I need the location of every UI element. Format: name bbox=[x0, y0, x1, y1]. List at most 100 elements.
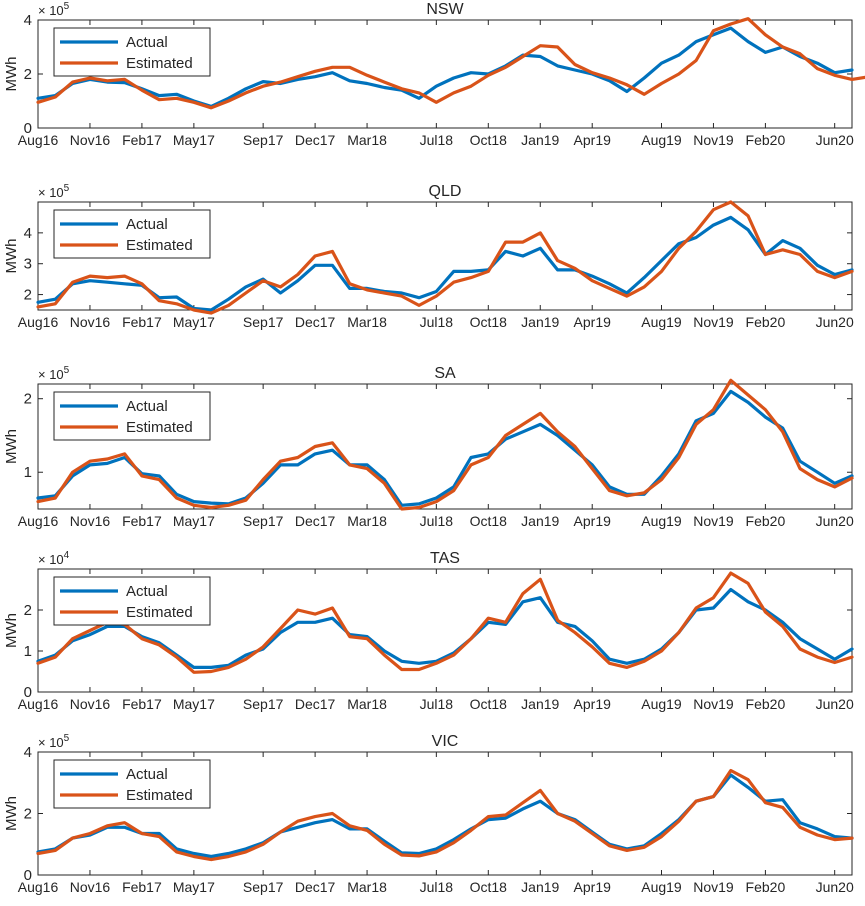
y-axis-label: MWh bbox=[3, 57, 20, 92]
series-line-estimated bbox=[36, 200, 854, 315]
x-tick-label: Jul18 bbox=[420, 696, 454, 712]
x-tick-label: Feb17 bbox=[122, 314, 162, 330]
x-tick-label: Oct18 bbox=[470, 132, 508, 148]
y-tick-label: 0 bbox=[24, 684, 32, 701]
x-tick-label: Mar18 bbox=[347, 513, 387, 529]
legend: Actual Estimated bbox=[53, 27, 211, 77]
x-tick-label: Jun20 bbox=[816, 314, 854, 330]
x-tick-label: Nov19 bbox=[693, 513, 734, 529]
y-exponent-label: × 105 bbox=[38, 733, 70, 750]
x-tick-label: Nov16 bbox=[70, 696, 111, 712]
chart-title: NSW bbox=[426, 1, 464, 18]
legend-label-actual: Actual bbox=[126, 216, 168, 233]
legend-box bbox=[53, 759, 211, 809]
x-tick-label: Sep17 bbox=[243, 132, 284, 148]
x-tick-label: Aug19 bbox=[641, 879, 682, 895]
chart-title: TAS bbox=[430, 550, 460, 567]
x-tick-label: Nov19 bbox=[693, 132, 734, 148]
x-tick-label: Apr19 bbox=[574, 879, 612, 895]
x-tick-label: Mar18 bbox=[347, 696, 387, 712]
x-tick-label: Aug19 bbox=[641, 513, 682, 529]
x-tick-label: Jul18 bbox=[420, 879, 454, 895]
x-tick-label: Feb17 bbox=[122, 513, 162, 529]
y-tick-label: 2 bbox=[24, 806, 32, 823]
legend-label-estimated: Estimated bbox=[126, 55, 193, 72]
x-tick-label: Jun20 bbox=[816, 132, 854, 148]
x-tick-label: Apr19 bbox=[574, 314, 612, 330]
x-tick-label: Apr19 bbox=[574, 696, 612, 712]
x-tick-label: Jan19 bbox=[521, 879, 559, 895]
x-tick-label: Jan19 bbox=[521, 314, 559, 330]
x-tick-label: Feb20 bbox=[746, 132, 786, 148]
x-tick-label: May17 bbox=[173, 314, 215, 330]
x-tick-label: Jan19 bbox=[521, 132, 559, 148]
legend-label-estimated: Estimated bbox=[126, 419, 193, 436]
legend-label-actual: Actual bbox=[126, 34, 168, 51]
x-tick-label: Dec17 bbox=[295, 132, 336, 148]
chart-title: SA bbox=[434, 365, 456, 382]
x-tick-label: Feb20 bbox=[746, 696, 786, 712]
x-tick-label: Aug16 bbox=[18, 132, 59, 148]
x-tick-label: Dec17 bbox=[295, 513, 336, 529]
x-tick-label: Jan19 bbox=[521, 513, 559, 529]
x-tick-label: Nov16 bbox=[70, 513, 111, 529]
y-tick-label: 4 bbox=[24, 225, 32, 242]
x-tick-label: Jul18 bbox=[420, 314, 454, 330]
x-tick-label: May17 bbox=[173, 879, 215, 895]
legend-box bbox=[53, 576, 211, 626]
x-tick-label: May17 bbox=[173, 132, 215, 148]
legend: Actual Estimated bbox=[53, 576, 211, 626]
x-tick-label: Jun20 bbox=[816, 696, 854, 712]
y-tick-label: 2 bbox=[24, 66, 32, 83]
legend-label-actual: Actual bbox=[126, 583, 168, 600]
y-tick-label: 2 bbox=[24, 287, 32, 304]
series-line-estimated bbox=[36, 378, 854, 511]
x-tick-label: Dec17 bbox=[295, 314, 336, 330]
legend-label-estimated: Estimated bbox=[126, 237, 193, 254]
x-tick-label: Jul18 bbox=[420, 513, 454, 529]
y-axis-label: MWh bbox=[3, 613, 20, 648]
x-tick-label: Sep17 bbox=[243, 314, 284, 330]
series-line-actual bbox=[36, 587, 854, 670]
x-tick-label: Apr19 bbox=[574, 132, 612, 148]
x-tick-label: May17 bbox=[173, 696, 215, 712]
x-tick-label: Dec17 bbox=[295, 696, 336, 712]
x-tick-label: Jun20 bbox=[816, 513, 854, 529]
legend: Actual Estimated bbox=[53, 391, 211, 441]
legend-label-estimated: Estimated bbox=[126, 604, 193, 621]
x-tick-label: Aug16 bbox=[18, 513, 59, 529]
x-tick-label: Aug16 bbox=[18, 314, 59, 330]
y-tick-label: 3 bbox=[24, 256, 32, 273]
x-tick-label: Jan19 bbox=[521, 696, 559, 712]
y-exponent-label: × 104 bbox=[38, 550, 70, 567]
panel-nsw: NSW × 105 MWh 0 2 4 Aug16 Nov16 Feb17 May17 Sep17 D… bbox=[3, 1, 865, 148]
x-tick-label: Sep17 bbox=[243, 879, 284, 895]
x-tick-label: Mar18 bbox=[347, 879, 387, 895]
x-tick-label: Apr19 bbox=[574, 513, 612, 529]
y-tick-label: 2 bbox=[24, 391, 32, 408]
series-line-estimated bbox=[36, 17, 865, 110]
series-line-actual bbox=[36, 389, 854, 507]
y-axis-label: MWh bbox=[3, 429, 20, 464]
x-tick-label: Aug16 bbox=[18, 879, 59, 895]
x-tick-label: Feb20 bbox=[746, 879, 786, 895]
series-line-actual bbox=[36, 26, 854, 109]
x-tick-label: May17 bbox=[173, 513, 215, 529]
y-exponent-label: × 105 bbox=[38, 365, 70, 382]
x-tick-label: Nov16 bbox=[70, 314, 111, 330]
legend-label-actual: Actual bbox=[126, 398, 168, 415]
x-tick-label: Nov19 bbox=[693, 879, 734, 895]
y-tick-label: 1 bbox=[24, 464, 32, 481]
x-tick-label: Sep17 bbox=[243, 696, 284, 712]
y-axis-label: MWh bbox=[3, 796, 20, 831]
y-tick-label: 2 bbox=[24, 602, 32, 619]
x-tick-label: Oct18 bbox=[470, 696, 508, 712]
x-tick-label: Oct18 bbox=[470, 513, 508, 529]
legend-box bbox=[53, 209, 211, 259]
y-tick-label: 4 bbox=[24, 12, 32, 29]
x-tick-label: Aug19 bbox=[641, 696, 682, 712]
series-line-estimated bbox=[36, 768, 854, 862]
chart-title: QLD bbox=[429, 183, 462, 200]
